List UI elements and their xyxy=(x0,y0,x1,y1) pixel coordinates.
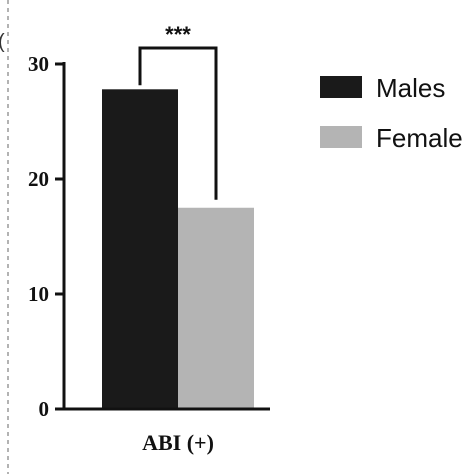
legend-swatch-female xyxy=(320,126,362,148)
x-category-label: ABI (+) xyxy=(142,430,214,455)
bar-female xyxy=(178,207,254,409)
significance-label: *** xyxy=(165,22,191,47)
y-tick-label: 30 xyxy=(28,52,49,76)
y-tick-label: 0 xyxy=(39,397,50,421)
panel-mark: ( xyxy=(0,31,5,53)
axes-group xyxy=(62,62,270,411)
y-tick-label: 20 xyxy=(28,167,49,191)
legend: Males Female xyxy=(320,73,463,153)
legend-label-female: Female xyxy=(376,123,463,153)
y-ticks-group: 0 10 20 30 xyxy=(28,52,64,421)
significance-bracket xyxy=(138,46,218,200)
bars-group xyxy=(102,89,254,410)
legend-label-males: Males xyxy=(376,73,445,103)
significance-group: *** xyxy=(138,22,218,200)
bar-males xyxy=(102,89,178,410)
legend-swatch-males xyxy=(320,76,362,98)
y-tick-label: 10 xyxy=(28,282,49,306)
